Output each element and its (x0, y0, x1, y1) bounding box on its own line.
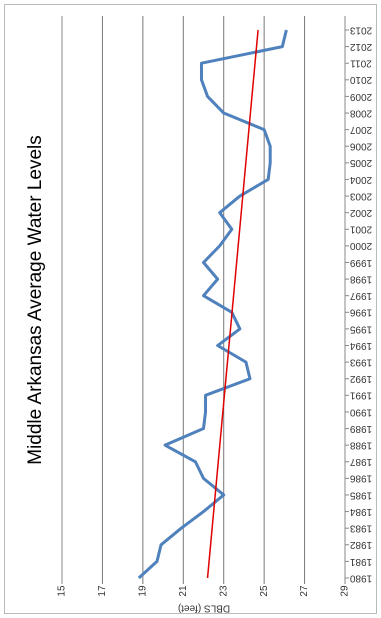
axis-label: DBLS (feet) (178, 602, 230, 613)
y-tick-label: 23 (218, 585, 229, 597)
x-tick-label: 2000 (349, 240, 372, 251)
x-tick-label: 2009 (349, 91, 372, 102)
x-tick-label: 1983 (349, 523, 372, 534)
x-tick-label: 1999 (349, 257, 372, 268)
y-tick-label: 15 (57, 585, 68, 597)
x-tick-label: 2012 (349, 41, 372, 52)
x-tick-label: 1996 (349, 307, 372, 318)
x-tick-label: 1981 (349, 556, 372, 567)
y-tick-label: 29 (340, 585, 351, 597)
x-tick-label: 1987 (349, 456, 372, 467)
x-tick-label: 1989 (349, 423, 372, 434)
trend-line (206, 29, 259, 579)
x-tick-label: 1985 (349, 489, 372, 500)
y-tick-label: 21 (178, 585, 189, 597)
x-tick-label: 2007 (349, 124, 372, 135)
x-tick-label: 2013 (349, 24, 372, 35)
y-tick-label: 25 (259, 585, 270, 597)
x-tick-label: 2001 (349, 224, 372, 235)
x-tick-label: 1994 (349, 340, 372, 351)
x-tick-label: 2010 (349, 74, 372, 85)
chart-title: Middle Arkansas Average Water Levels (25, 135, 46, 465)
frame (4, 4, 377, 614)
x-tick-label: 1998 (349, 273, 372, 284)
y-tick-label: 27 (299, 585, 310, 597)
y-tick-label: 19 (137, 585, 148, 597)
x-tick-label: 2005 (349, 157, 372, 168)
x-tick-label: 1993 (349, 356, 372, 367)
x-tick-label: 1984 (349, 506, 372, 517)
x-tick-label: 1992 (349, 373, 372, 384)
x-tick-label: 2004 (349, 174, 372, 185)
x-tick-label: 1980 (349, 572, 372, 583)
x-tick-label: 1988 (349, 440, 372, 451)
x-tick-label: 2011 (350, 58, 372, 69)
x-tick-label: 1990 (349, 406, 372, 417)
x-tick-label: 2003 (349, 190, 372, 201)
data-line (137, 29, 288, 580)
x-tick-label: 1991 (349, 390, 372, 401)
x-tick-label: 1995 (349, 323, 372, 334)
x-tick-label: 1997 (349, 290, 372, 301)
y-tick-label: 17 (97, 585, 108, 597)
x-tick-label: 2008 (349, 107, 372, 118)
x-tick-label: 1982 (349, 539, 372, 550)
x-tick-label: 2006 (349, 141, 372, 152)
x-tick-label: 2002 (349, 207, 372, 218)
x-tick-label: 1986 (349, 473, 372, 484)
